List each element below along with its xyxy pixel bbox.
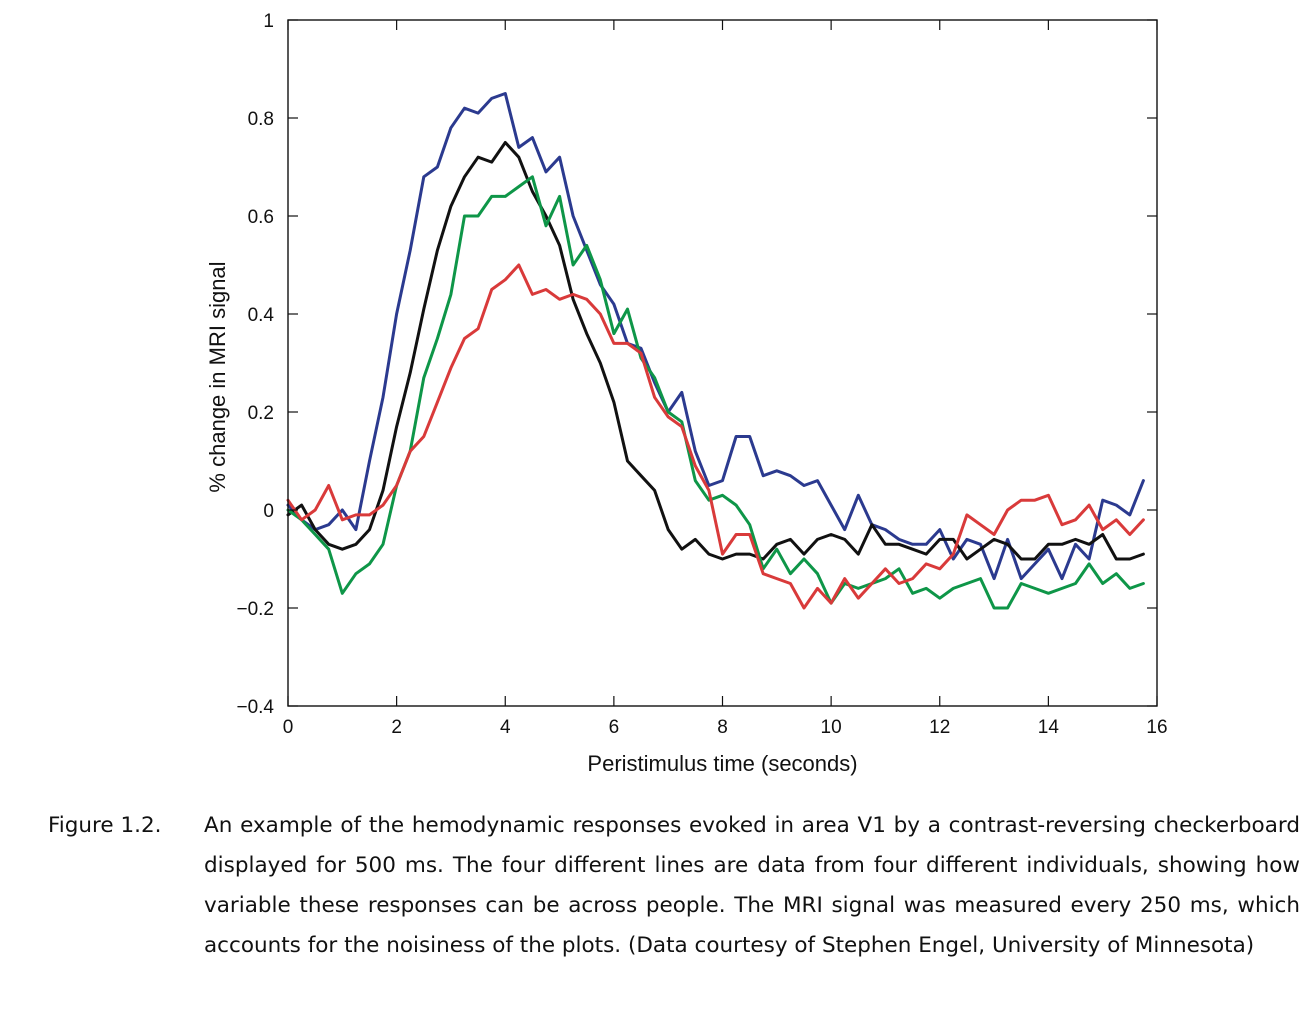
y-axis-label: % change in MRI signal — [205, 261, 230, 492]
figure-chart: 0 2 4 6 8 10 12 14 16 −0.4 −0.2 0 0.2 0.4 0.6 0.8 1 Peri… — [205, 11, 1168, 776]
x-tick-label: 4 — [500, 717, 511, 738]
y-tick-label: 0.2 — [248, 403, 274, 424]
x-axis-label: Peristimulus time (seconds) — [587, 751, 857, 776]
x-tick-label: 6 — [609, 717, 620, 738]
plot-series-group — [286, 92, 1145, 610]
y-tick-label: 1 — [263, 11, 274, 32]
x-tick-label: 14 — [1038, 717, 1060, 738]
figure-caption-label: Figure 1.2. — [48, 813, 162, 838]
y-tick-label: 0.6 — [248, 207, 274, 228]
x-tick-label: 12 — [929, 717, 950, 738]
x-tick-label: 10 — [821, 717, 842, 738]
series-line-4 — [286, 263, 1145, 610]
x-tick-label: 0 — [283, 717, 294, 738]
y-tick-label: −0.2 — [236, 599, 274, 620]
figure-caption-text: An example of the hemodynamic responses … — [204, 813, 1300, 958]
series-line-2 — [286, 141, 1145, 561]
x-tick-label: 8 — [717, 717, 728, 738]
series-line-1 — [286, 92, 1145, 581]
figure-caption: Figure 1.2. An example of the hemodynami… — [48, 806, 1300, 966]
y-tick-label: 0.4 — [248, 305, 275, 326]
x-tick-label: 16 — [1146, 717, 1167, 738]
y-tick-label: 0 — [263, 501, 274, 522]
axis-ticks-group: 0 2 4 6 8 10 12 14 16 −0.4 −0.2 0 0.2 0.4 0.6 0.8 1 — [236, 11, 1167, 738]
plot-frame — [287, 19, 1158, 707]
y-tick-label: 0.8 — [248, 109, 274, 130]
y-tick-label: −0.4 — [236, 697, 274, 718]
x-tick-label: 2 — [391, 717, 402, 738]
series-line-3 — [286, 175, 1145, 610]
